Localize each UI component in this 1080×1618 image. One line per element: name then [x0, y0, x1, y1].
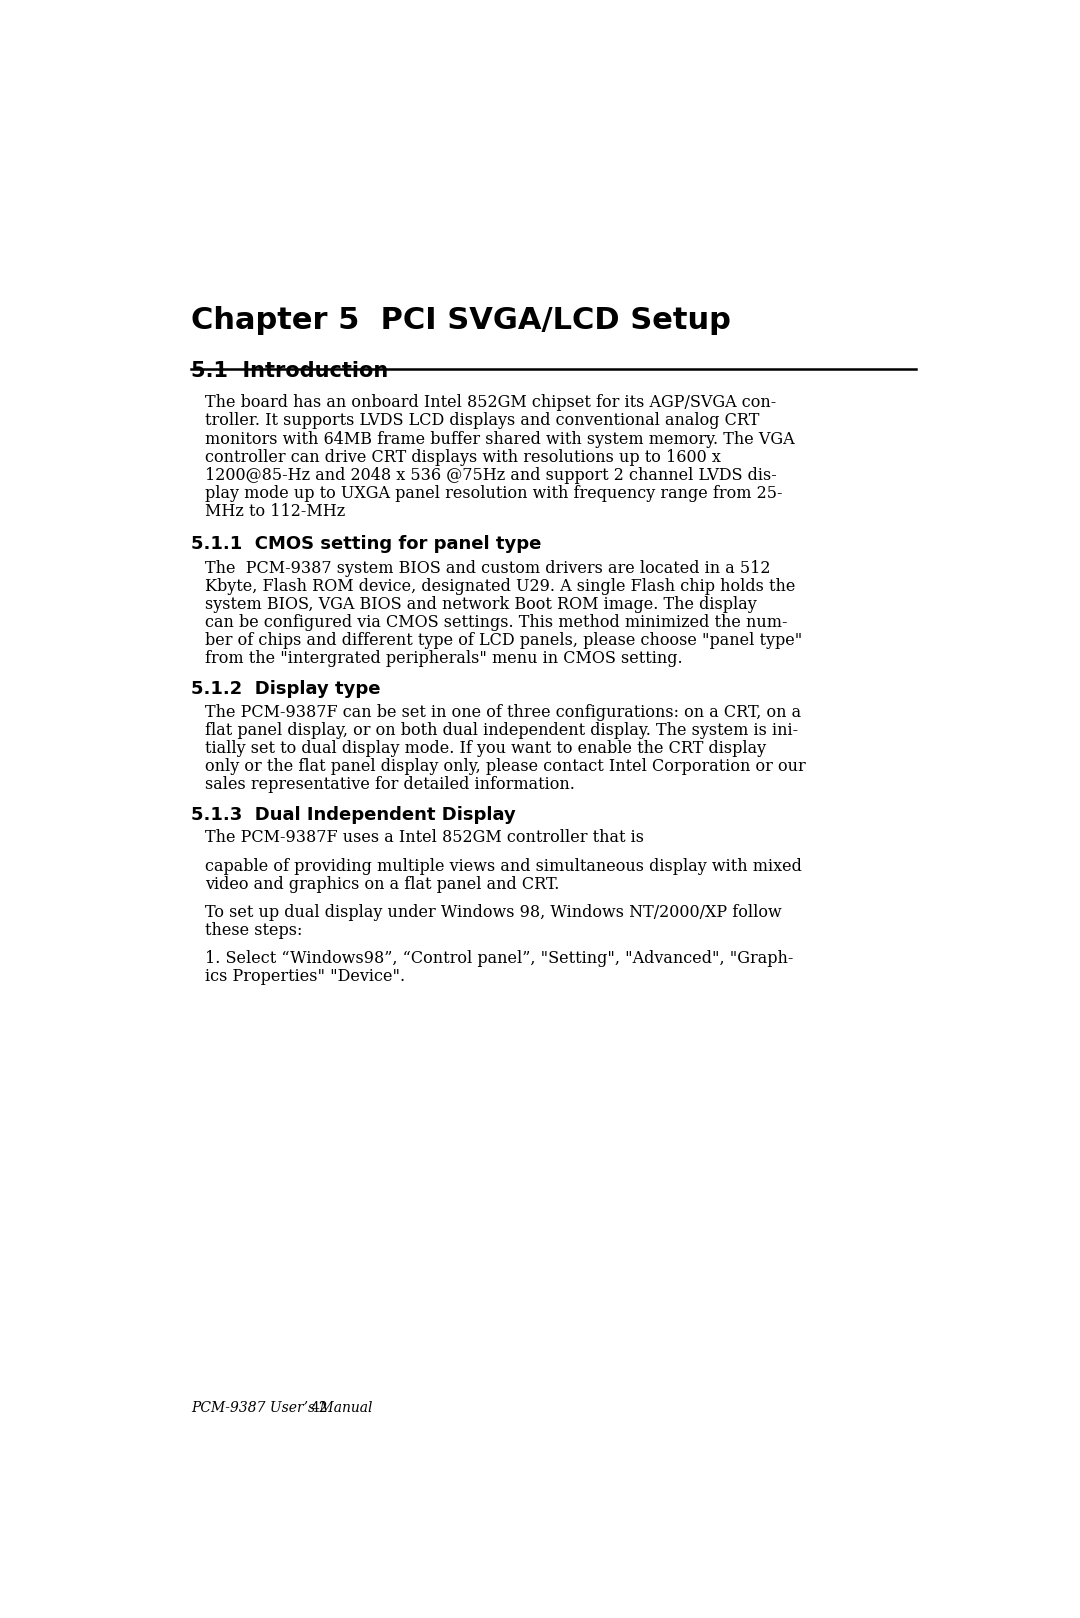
Text: 1. Select “Windows98”, “Control panel”, "Setting", "Advanced", "Graph-: 1. Select “Windows98”, “Control panel”, …: [205, 950, 793, 968]
Text: 1200@85-Hz and 2048 x 536 @75Hz and support 2 channel LVDS dis-: 1200@85-Hz and 2048 x 536 @75Hz and supp…: [205, 466, 777, 484]
Text: these steps:: these steps:: [205, 922, 302, 938]
Text: only or the flat panel display only, please contact Intel Corporation or our: only or the flat panel display only, ple…: [205, 757, 806, 775]
Text: 5.1.2  Display type: 5.1.2 Display type: [191, 681, 380, 699]
Text: troller. It supports LVDS LCD displays and conventional analog CRT: troller. It supports LVDS LCD displays a…: [205, 413, 759, 429]
Text: MHz to 112-MHz: MHz to 112-MHz: [205, 503, 345, 519]
Text: play mode up to UXGA panel resolution with frequency range from 25-: play mode up to UXGA panel resolution wi…: [205, 485, 782, 502]
Text: controller can drive CRT displays with resolutions up to 1600 x: controller can drive CRT displays with r…: [205, 448, 720, 466]
Text: monitors with 64MB frame buffer shared with system memory. The VGA: monitors with 64MB frame buffer shared w…: [205, 430, 795, 448]
Text: The board has an onboard Intel 852GM chipset for its AGP/SVGA con-: The board has an onboard Intel 852GM chi…: [205, 395, 777, 411]
Text: capable of providing multiple views and simultaneous display with mixed: capable of providing multiple views and …: [205, 858, 801, 874]
Text: system BIOS, VGA BIOS and network Boot ROM image. The display: system BIOS, VGA BIOS and network Boot R…: [205, 595, 756, 613]
Text: 42: 42: [311, 1401, 328, 1416]
Text: flat panel display, or on both dual independent display. The system is ini-: flat panel display, or on both dual inde…: [205, 722, 798, 738]
Text: The  PCM-9387 system BIOS and custom drivers are located in a 512: The PCM-9387 system BIOS and custom driv…: [205, 560, 770, 576]
Text: 5.1.3  Dual Independent Display: 5.1.3 Dual Independent Display: [191, 806, 515, 824]
Text: from the "intergrated peripherals" menu in CMOS setting.: from the "intergrated peripherals" menu …: [205, 650, 683, 667]
Text: 5.1.1  CMOS setting for panel type: 5.1.1 CMOS setting for panel type: [191, 536, 541, 553]
Text: The PCM-9387F can be set in one of three configurations: on a CRT, on a: The PCM-9387F can be set in one of three…: [205, 704, 801, 720]
Text: Kbyte, Flash ROM device, designated U29. A single Flash chip holds the: Kbyte, Flash ROM device, designated U29.…: [205, 578, 795, 595]
Text: can be configured via CMOS settings. This method minimized the num-: can be configured via CMOS settings. Thi…: [205, 613, 787, 631]
Text: ics Properties" "Device".: ics Properties" "Device".: [205, 968, 405, 985]
Text: tially set to dual display mode. If you want to enable the CRT display: tially set to dual display mode. If you …: [205, 739, 766, 757]
Text: video and graphics on a flat panel and CRT.: video and graphics on a flat panel and C…: [205, 875, 559, 893]
Text: 5.1  Introduction: 5.1 Introduction: [191, 361, 388, 382]
Text: sales representative for detailed information.: sales representative for detailed inform…: [205, 777, 575, 793]
Text: PCM-9387 User’s Manual: PCM-9387 User’s Manual: [191, 1401, 373, 1416]
Text: ber of chips and different type of LCD panels, please choose "panel type": ber of chips and different type of LCD p…: [205, 633, 802, 649]
Text: To set up dual display under Windows 98, Windows NT/2000/XP follow: To set up dual display under Windows 98,…: [205, 904, 782, 921]
Text: Chapter 5  PCI SVGA/LCD Setup: Chapter 5 PCI SVGA/LCD Setup: [191, 306, 731, 335]
Text: The PCM-9387F uses a Intel 852GM controller that is: The PCM-9387F uses a Intel 852GM control…: [205, 830, 644, 846]
